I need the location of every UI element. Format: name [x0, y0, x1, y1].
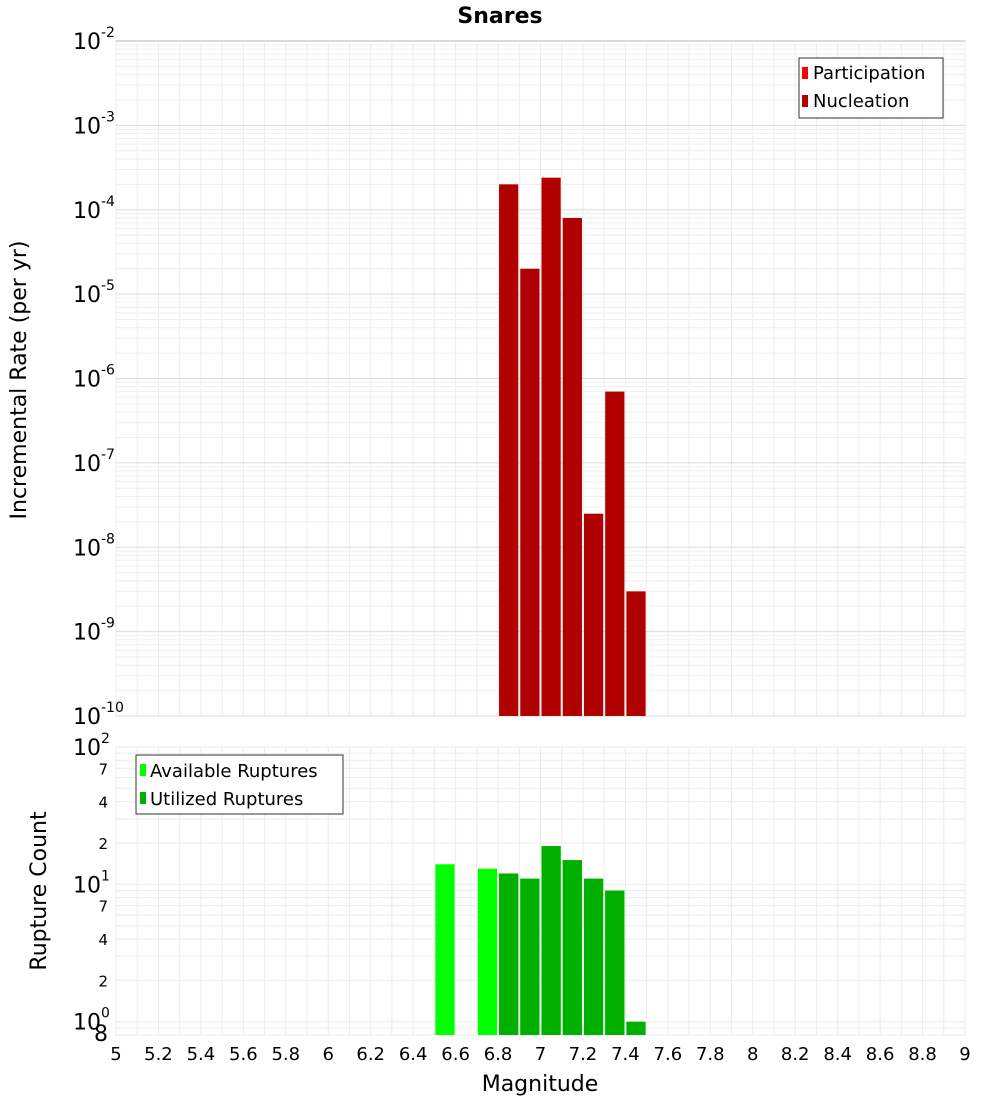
- top-y-tick-label: 10-3: [73, 109, 115, 139]
- bottom-bar-utilized-ruptures: [605, 890, 625, 1035]
- x-tick-label: 8.6: [866, 1044, 895, 1065]
- bottom-bar-utilized-ruptures: [562, 860, 582, 1035]
- x-tick-labels: 5 5.2 5.4 5.6 5.8 6 6.2 6.4 6.6 6.8 7 7.2 7.4 7.6 7.8 8…: [110, 1044, 970, 1065]
- top-y-tick-label: 10-2: [73, 25, 115, 55]
- top-y-tick-label: 10-9: [73, 616, 115, 646]
- x-tick-label: 5: [110, 1044, 121, 1065]
- bottom-bar-utilized-ruptures: [520, 878, 540, 1035]
- chart-title: Snares: [457, 4, 542, 29]
- top-bar-nucleation: [605, 391, 625, 716]
- x-tick-label: 6.8: [484, 1044, 513, 1065]
- top-y-tick-label: 10-8: [73, 531, 115, 561]
- x-tick-label: 6.6: [441, 1044, 470, 1065]
- x-tick-label: 5.6: [229, 1044, 258, 1065]
- x-tick-label: 8: [747, 1044, 758, 1065]
- x-tick-label: 7.8: [696, 1044, 725, 1065]
- legend-label-nucleation: Nucleation: [813, 91, 909, 112]
- x-tick-label: 5.2: [144, 1044, 173, 1065]
- x-tick-label: 8.4: [823, 1044, 852, 1065]
- top-legend-box: [798, 57, 944, 119]
- bottom-bar-utilized-ruptures: [541, 846, 561, 1035]
- top-y-axis-label: Incremental Rate (per yr): [7, 241, 32, 520]
- bottom-bar-available-ruptures: [435, 864, 455, 1035]
- top-bar-nucleation: [499, 184, 519, 717]
- x-tick-label: 9: [959, 1044, 970, 1065]
- top-gridlines: [115, 41, 966, 717]
- bottom-bar-utilized-ruptures: [626, 1021, 646, 1035]
- x-tick-label: 7.6: [654, 1044, 683, 1065]
- top-y-tick-labels: 10-10 10-9 10-8 10-7 10-6 10-5 10-4 10-3 10-2: [73, 25, 124, 730]
- bottom-y-minor-tick-label: 7: [98, 760, 108, 778]
- bottom-y-minor-tick-label: 7: [98, 898, 108, 916]
- bottom-y-tick-label: 102: [73, 731, 110, 761]
- x-tick-label: 8.2: [781, 1044, 810, 1065]
- bottom-y-tick-labels: 100 101 102 8 2 4 7 2 4 7: [73, 731, 110, 1047]
- x-tick-label: 7.2: [569, 1044, 598, 1065]
- bottom-y-minor-tick-label: 4: [98, 931, 108, 949]
- legend-label-utilized-ruptures: Utilized Ruptures: [150, 789, 303, 810]
- top-y-tick-label: 10-10: [73, 700, 124, 730]
- bottom-bar-utilized-ruptures: [499, 873, 519, 1035]
- x-tick-label: 5.8: [271, 1044, 300, 1065]
- legend-swatch-utilized-ruptures: [140, 792, 146, 804]
- bottom-y-tick-label: 100: [73, 1006, 110, 1036]
- bottom-bar-available-ruptures: [477, 868, 498, 1035]
- top-legend: Participation Nucleation: [798, 57, 944, 119]
- legend-swatch-participation: [802, 67, 808, 79]
- top-y-tick-label: 10-4: [73, 194, 115, 224]
- bottom-y-tick-label: 101: [73, 868, 110, 898]
- bottom-legend-box: [135, 754, 344, 815]
- bottom-bars: [435, 846, 646, 1035]
- legend-label-participation: Participation: [813, 63, 925, 84]
- top-bar-nucleation: [520, 268, 540, 716]
- x-tick-label: 6.4: [399, 1044, 428, 1065]
- x-axis-label: Magnitude: [482, 1072, 599, 1097]
- top-bars: [499, 177, 646, 717]
- bottom-legend: Available Ruptures Utilized Ruptures: [135, 754, 344, 815]
- top-bar-nucleation: [626, 591, 646, 716]
- top-bar-nucleation: [541, 177, 561, 716]
- x-tick-label: 6: [323, 1044, 334, 1065]
- x-tick-label: 7: [535, 1044, 546, 1065]
- top-bar-nucleation: [583, 513, 604, 716]
- top-bar-nucleation: [562, 217, 582, 716]
- bottom-bar-utilized-ruptures: [583, 878, 604, 1035]
- bottom-gridlines: [115, 746, 966, 1036]
- x-tick-label: 7.4: [611, 1044, 640, 1065]
- bottom-y-minor-tick-label: 8: [94, 1022, 108, 1047]
- bottom-y-minor-tick-label: 4: [98, 794, 108, 812]
- x-tick-label: 5.4: [187, 1044, 216, 1065]
- legend-label-available-ruptures: Available Ruptures: [150, 761, 318, 782]
- bottom-y-minor-tick-label: 2: [98, 972, 108, 990]
- bottom-y-minor-tick-label: 2: [98, 835, 108, 853]
- legend-swatch-nucleation: [802, 95, 808, 107]
- bottom-y-axis-label: Rupture Count: [27, 811, 52, 971]
- legend-swatch-available-ruptures: [140, 764, 146, 776]
- top-y-tick-label: 10-5: [73, 278, 115, 308]
- x-tick-label: 6.2: [356, 1044, 385, 1065]
- x-tick-label: 8.8: [908, 1044, 937, 1065]
- top-y-tick-label: 10-7: [73, 447, 115, 477]
- top-y-tick-label: 10-6: [73, 363, 115, 393]
